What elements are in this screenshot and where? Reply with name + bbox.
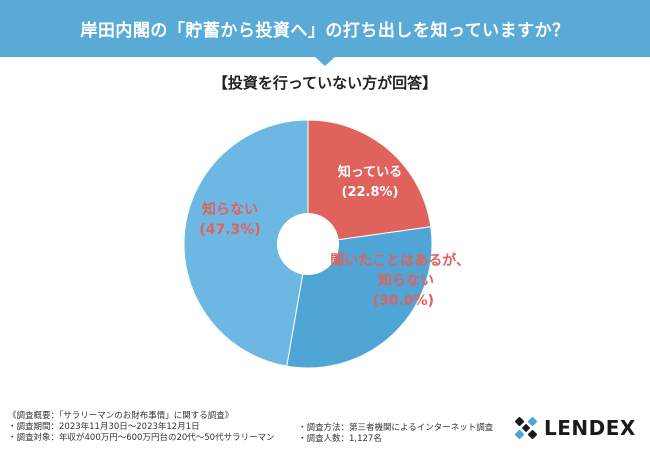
slice-known: [307, 119, 432, 245]
survey-notes-left: 《調査概要：「サラリーマンのお財布事情」に関する調査》 ・調査期間：2023年1…: [8, 411, 275, 444]
page-title: 岸田内閣の「貯蓄から投資へ」の打ち出しを知っていますか？: [80, 21, 570, 41]
slice-not-known: [183, 119, 309, 367]
slice-category-label: 知らない: [378, 272, 434, 289]
slice-category-label: 知っている: [338, 164, 402, 180]
header-banner: 岸田内閣の「貯蓄から投資へ」の打ち出しを知っていますか？: [0, 0, 650, 57]
survey-note-count: ・調査人数：1,127名: [298, 434, 382, 444]
slice-value-label: (22.8%): [342, 185, 399, 200]
survey-notes-right: ・調査方法：第三者機関によるインターネット調査 ・調査人数：1,127名: [298, 423, 493, 445]
survey-note-method: ・調査方法：第三者機関によるインターネット調査: [298, 423, 494, 433]
lendex-mark-icon: [514, 416, 538, 440]
survey-note-title: 《調査概要：「サラリーマンのお財布事情」に関する調査》: [8, 411, 234, 421]
lendex-logo: LENDEX: [514, 416, 636, 440]
slice-not-known-label: 知らない (47.3%): [199, 201, 260, 238]
chart-title: 【投資を行っていない方が回答】: [212, 74, 438, 92]
logo-text: LENDEX: [544, 416, 636, 440]
slice-category-label: 知らない: [202, 201, 258, 218]
slice-value-label: (30.0%): [373, 293, 434, 309]
slice-heard-not-known-label: 聞いたことはあるが、知らない (30.0%): [330, 252, 470, 309]
slice-known-label: 知っている (22.8%): [338, 164, 402, 200]
slice-category-label: 聞いたことはあるが、: [330, 252, 470, 269]
survey-note-target: ・調査対象：年収が400万円〜600万円台の20代〜50代サラリーマン: [8, 433, 275, 443]
survey-note-period: ・調査期間：2023年11月30日〜2023年12月1日: [8, 422, 200, 432]
slice-value-label: (47.3%): [199, 222, 260, 238]
donut-hole: [277, 213, 339, 275]
header-notch: [315, 57, 335, 66]
